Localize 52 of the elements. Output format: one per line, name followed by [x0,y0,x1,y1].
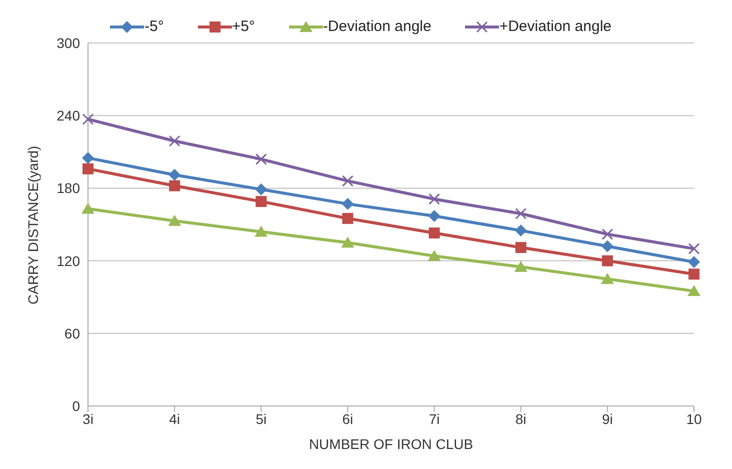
point [168,168,181,181]
point [515,242,526,253]
x-axis-title: NUMBER OF IRON CLUB [308,436,474,452]
point [688,242,700,254]
point [342,212,354,224]
point [342,175,354,187]
y-tick-label: 120 [56,252,80,269]
y-axis-title: CARRY DISTANCE(yard) [24,146,41,304]
point [256,196,267,208]
point [82,152,94,164]
point [169,180,180,192]
point [515,208,527,220]
y-tick-label: 180 [56,180,80,196]
point [688,285,700,296]
x-tick-label: 9i [602,410,613,427]
point [428,250,441,261]
point [82,202,94,214]
y-tick-label: 300 [56,34,80,51]
point [254,226,268,237]
y-tick-label: 0 [72,398,80,414]
point [82,163,94,174]
legend-label: +Deviation angle [499,18,612,35]
point [428,210,440,222]
point [601,240,614,252]
point [82,113,94,125]
legend-label: -Deviation angle [322,18,432,35]
legend-label: +5° [232,18,255,35]
point [428,227,440,238]
x-tick-label: 6i [342,410,354,427]
point [168,214,182,226]
point [602,255,613,266]
point [514,260,528,272]
point [255,153,267,165]
x-tick-label: 7i [428,410,440,427]
point [602,228,614,240]
y-tick-label: 60 [64,325,80,342]
x-tick-label: 10 [686,410,702,427]
point [255,183,268,196]
point [514,224,527,237]
point [688,268,700,280]
point [688,256,700,268]
point [600,272,614,284]
legend-label: -5° [144,18,164,35]
x-tick-label: 4i [169,410,180,427]
point [342,198,354,210]
point [428,193,440,205]
x-tick-label: 5i [256,410,267,427]
x-tick-label: 3i [82,410,94,427]
point [341,236,354,248]
x-tick-label: 8i [515,410,526,427]
point [168,135,180,147]
y-tick-label: 240 [56,108,80,124]
